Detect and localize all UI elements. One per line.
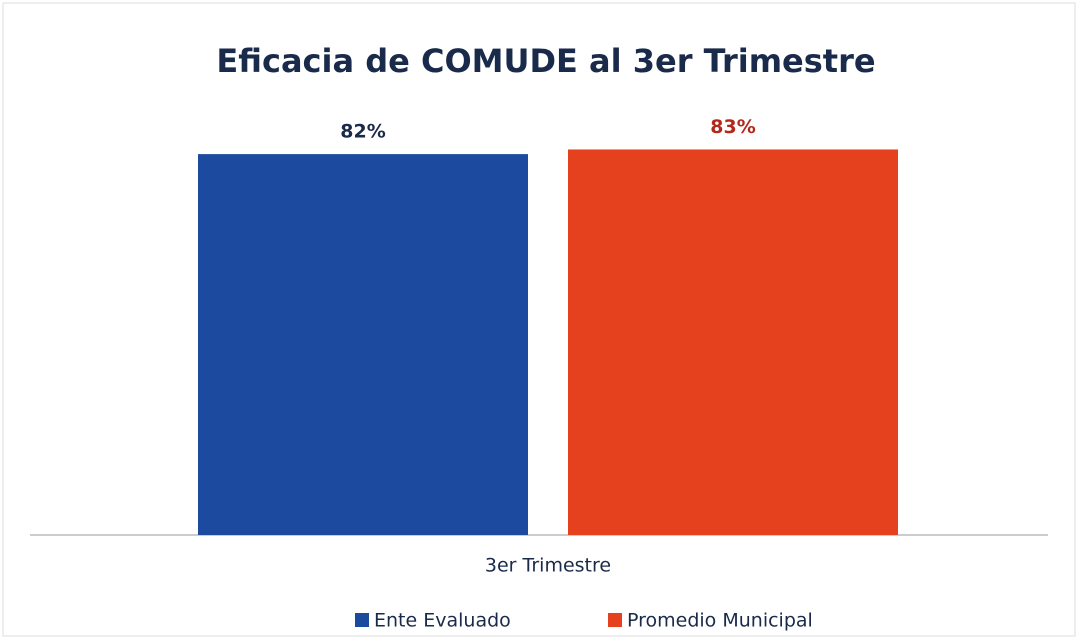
- data-label: 83%: [710, 116, 755, 138]
- bar: [568, 149, 898, 535]
- legend-label: Ente Evaluado: [374, 610, 511, 632]
- bar: [198, 154, 528, 536]
- legend-label: Promedio Municipal: [627, 610, 813, 632]
- legend-swatch: [355, 613, 369, 627]
- data-label: 82%: [340, 121, 385, 143]
- x-tick-label: 3er Trimestre: [485, 555, 611, 577]
- legend-swatch: [608, 613, 622, 627]
- chart-title: Eficacia de COMUDE al 3er Trimestre: [216, 42, 875, 80]
